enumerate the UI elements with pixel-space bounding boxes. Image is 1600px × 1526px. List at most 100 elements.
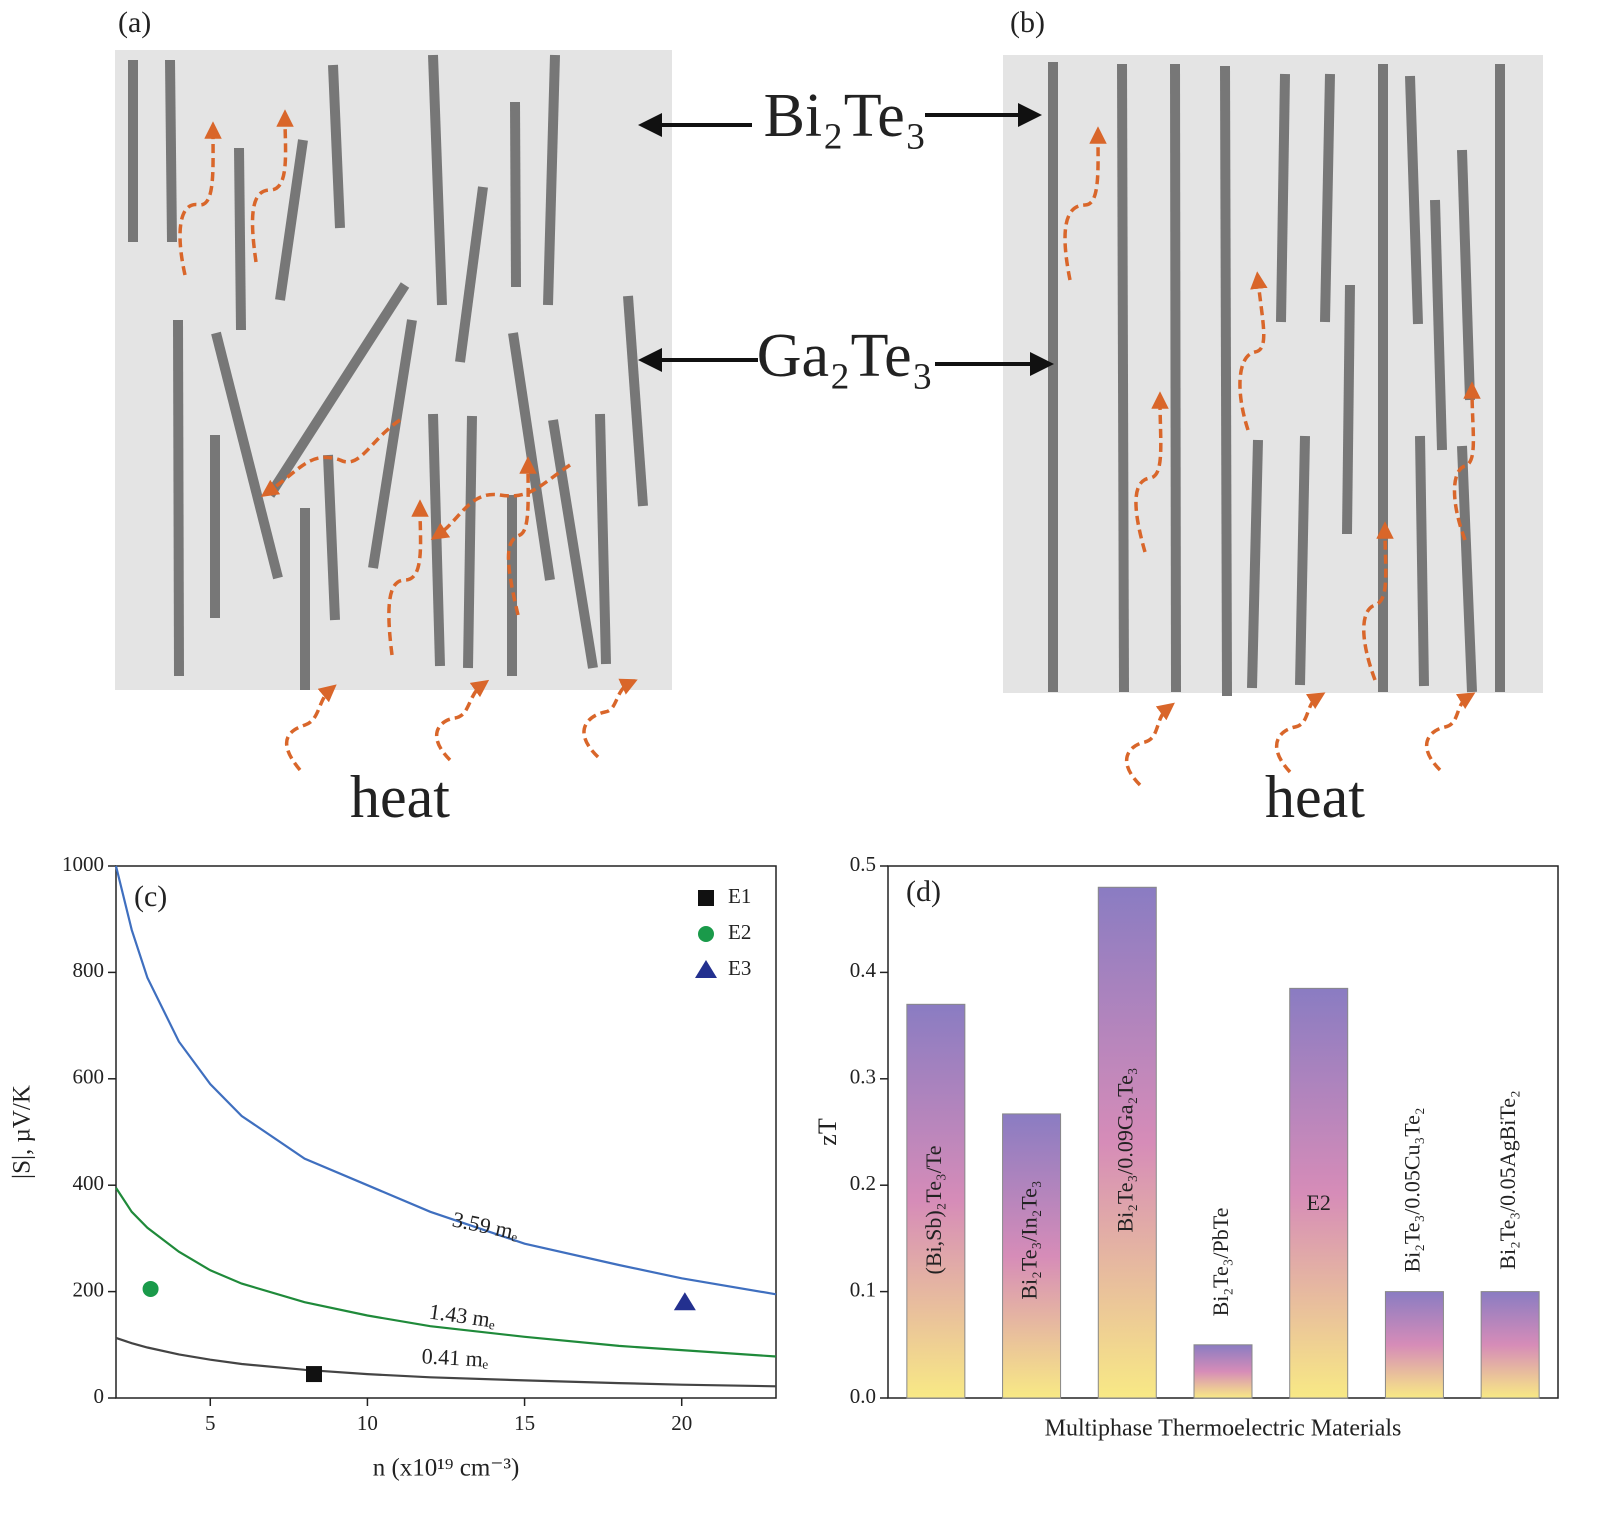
grain — [1415, 435, 1429, 687]
grain — [275, 139, 308, 301]
heat-path — [285, 684, 337, 772]
panel-label: (a) — [118, 6, 151, 39]
y-tick-label: 400 — [73, 1171, 105, 1195]
panel-label: (b) — [1010, 6, 1045, 39]
x-axis-title: n (x10¹⁹ cm⁻³) — [373, 1455, 520, 1482]
y-tick-label: 0.5 — [850, 852, 876, 876]
heat-path — [430, 463, 571, 540]
grain — [1457, 445, 1477, 693]
category-label: (Bi,Sb)₂Te₃/Te — [921, 1146, 946, 1275]
grain — [1457, 149, 1475, 401]
curve-label: 0.41 mₑ — [421, 1343, 489, 1371]
y-tick-label: 0.1 — [850, 1277, 876, 1301]
grain — [1276, 73, 1290, 323]
grain — [165, 59, 177, 243]
category-label: E2 — [1306, 1190, 1330, 1215]
y-tick-label: 600 — [73, 1065, 105, 1089]
heat-path — [260, 418, 401, 497]
bar — [1097, 886, 1157, 1399]
legend-marker — [698, 890, 714, 906]
curve — [114, 865, 777, 1296]
grain — [323, 454, 340, 621]
y-axis-title: zT — [813, 1118, 842, 1146]
heat-path — [1238, 271, 1268, 431]
grain — [455, 186, 488, 363]
heat-path — [1125, 702, 1175, 787]
grain — [1405, 75, 1423, 325]
category-label: Bi₂Te₃/0.05Cu₃Te₂ — [1399, 1107, 1424, 1272]
category-label: Bi₂Te₃/PbTe — [1208, 1208, 1233, 1317]
heat-path — [1362, 521, 1394, 681]
grain — [1220, 65, 1232, 697]
heat-path — [250, 109, 294, 263]
y-tick-label: 1000 — [62, 852, 104, 876]
grain — [428, 54, 447, 306]
heat-path — [387, 499, 429, 656]
grain — [173, 319, 184, 677]
heat-path — [435, 679, 490, 762]
grain — [1117, 63, 1129, 693]
bar — [906, 1003, 966, 1399]
heat-path — [582, 678, 638, 759]
grain — [1342, 284, 1355, 535]
y-tick-label: 0.4 — [850, 958, 877, 982]
plot-frame — [887, 865, 1559, 1399]
phase-label: Ga₂Te₃ — [757, 322, 934, 390]
x-tick-label: 5 — [205, 1411, 216, 1435]
heat-label: heat — [1265, 764, 1365, 830]
curve — [115, 1336, 777, 1388]
category-label: Bi₂Te₃/In₂Te₃ — [1017, 1180, 1042, 1299]
y-tick-label: 200 — [73, 1277, 105, 1301]
curve — [115, 1187, 777, 1358]
sample-a — [115, 50, 672, 690]
bar — [1002, 1113, 1062, 1399]
curve-label: 3.59 mₑ — [450, 1206, 521, 1244]
grain — [368, 319, 417, 569]
x-tick-label: 15 — [514, 1411, 535, 1435]
panel-label: (c) — [134, 880, 167, 913]
legend-label: E1 — [728, 884, 751, 908]
bar — [1289, 987, 1349, 1399]
y-tick-label: 0.2 — [850, 1171, 876, 1195]
x-axis-title: Multiphase Thermoelectric Materials — [1045, 1416, 1402, 1442]
legend-label: E3 — [728, 956, 751, 980]
bar — [1193, 1344, 1253, 1399]
legend-marker — [695, 960, 717, 978]
heat-path — [1275, 692, 1326, 774]
y-tick-label: 0.0 — [850, 1384, 876, 1408]
heat-label: heat — [350, 764, 450, 830]
grain — [543, 54, 560, 306]
point — [142, 1280, 159, 1297]
grain — [463, 415, 477, 669]
category-label: Bi₂Te₃/0.05AgBiTe₂ — [1495, 1090, 1520, 1269]
category-label: Bi₂Te₃/0.09Ga₂Te₃ — [1112, 1067, 1137, 1232]
legend-label: E2 — [728, 920, 751, 944]
y-tick-label: 800 — [73, 958, 105, 982]
x-tick-label: 10 — [357, 1411, 378, 1435]
phase-label: Bi₂Te₃ — [764, 82, 927, 150]
grain — [234, 147, 246, 331]
y-tick-label: 0.3 — [850, 1065, 876, 1089]
grain — [1247, 439, 1263, 689]
point — [306, 1366, 322, 1383]
grain — [1430, 199, 1447, 451]
grain — [265, 282, 410, 498]
grain — [428, 413, 445, 667]
legend-marker — [698, 926, 714, 942]
plot-frame — [115, 865, 777, 1399]
grain — [595, 413, 611, 665]
y-tick-label: 0 — [94, 1384, 105, 1408]
heat-path — [1134, 391, 1169, 553]
heat-path — [1063, 126, 1107, 281]
heat-path — [506, 456, 537, 616]
grain — [211, 331, 283, 580]
grain — [1320, 73, 1335, 323]
bar — [1480, 1291, 1540, 1399]
diagram-layer — [115, 50, 1543, 787]
x-tick-label: 20 — [671, 1411, 692, 1435]
heat-path — [178, 121, 222, 276]
point — [673, 1292, 696, 1311]
grain — [1295, 435, 1310, 686]
bar — [1384, 1291, 1444, 1399]
